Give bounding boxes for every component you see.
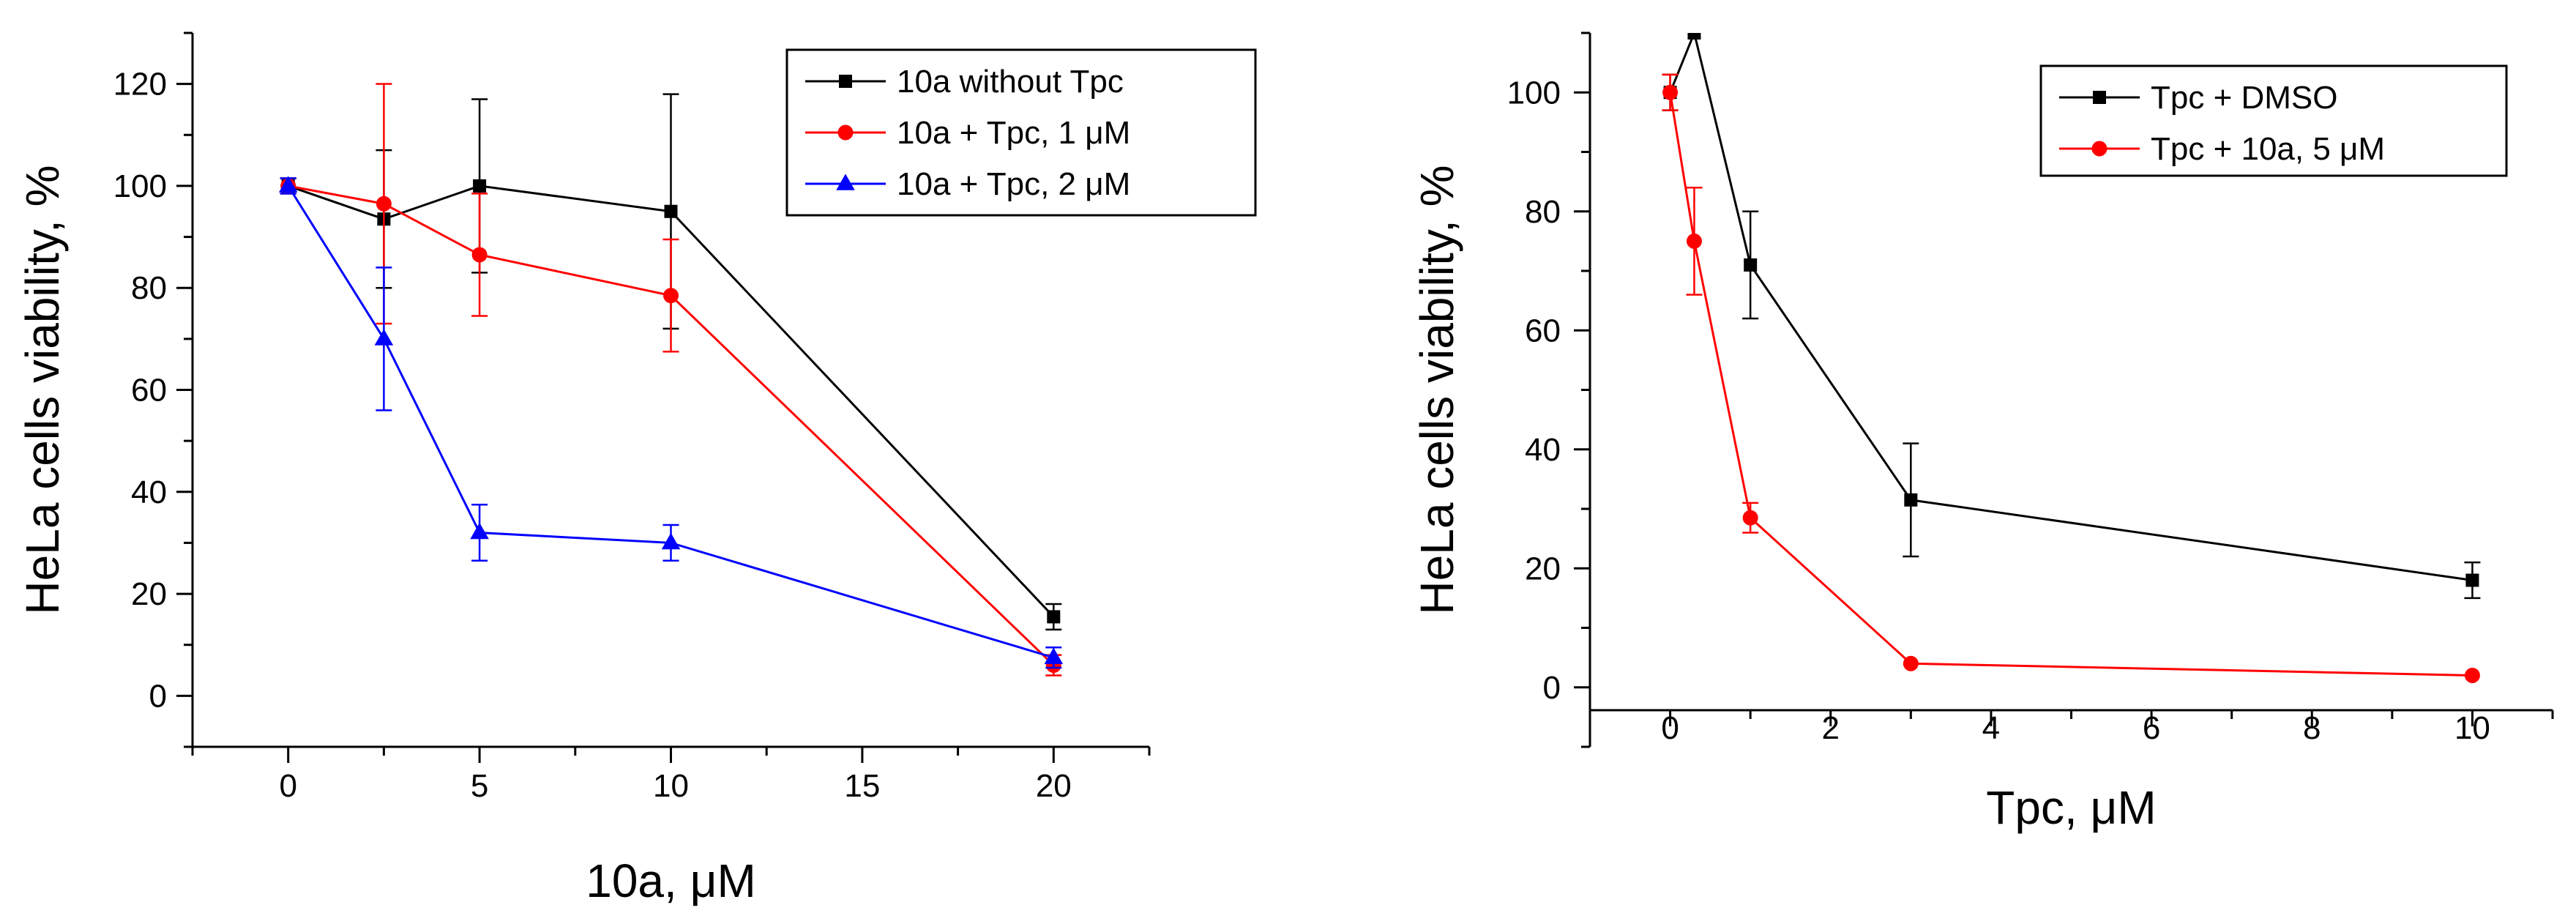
data-point <box>470 522 489 540</box>
data-point <box>2464 668 2480 683</box>
y-tick-label: 40 <box>1525 432 1561 468</box>
y-tick-label: 60 <box>1525 313 1561 349</box>
legend-marker <box>837 124 854 141</box>
legend-marker <box>2093 91 2106 104</box>
legend-label: Tpc + DMSO <box>2151 80 2338 116</box>
plot-area <box>278 83 1064 677</box>
legend-marker <box>2091 141 2108 157</box>
data-point <box>1687 33 1701 40</box>
x-axis-label: Tpc, μM <box>1986 781 2156 834</box>
x-tick-label: 10 <box>653 768 689 804</box>
chart-left: 0 20 40 60 80 100 120 0 5 10 15 20 10a, μM HeLa cells… <box>16 31 1257 907</box>
y-tick-label: 0 <box>149 678 167 714</box>
series-3 <box>278 176 1064 669</box>
data-point <box>278 176 298 193</box>
y-tick-label: 80 <box>1525 194 1561 230</box>
data-point <box>1044 647 1064 664</box>
y-tick-label: 120 <box>113 67 167 103</box>
legend-marker <box>839 75 852 88</box>
data-point <box>2465 573 2479 587</box>
y-tick-label: 100 <box>1507 75 1561 111</box>
x-tick-label: 8 <box>2303 710 2321 746</box>
y-tick-label: 40 <box>131 474 167 510</box>
chart-right: 0 20 40 60 80 100 0 2 4 6 8 10 Tpc, μM HeLa cells via… <box>1411 31 2554 834</box>
x-tick-label: 6 <box>2143 710 2160 746</box>
plot-area <box>1662 33 2481 683</box>
legend-label: Tpc + 10a, 5 μM <box>2151 131 2385 167</box>
x-tick-label: 0 <box>279 768 296 804</box>
y-tick-label: 20 <box>1525 551 1561 586</box>
y-tick-label: 100 <box>113 168 167 204</box>
x-tick-label: 10 <box>2454 710 2490 746</box>
legend: 10a without Tpc 10a + Tpc, 1 μM 10a + Tpc,… <box>785 48 1257 217</box>
data-point <box>374 329 394 346</box>
x-axis-label: 10a, μM <box>586 854 756 907</box>
y-tick-label: 80 <box>131 270 167 306</box>
x-tick-label: 4 <box>1982 710 2000 746</box>
data-point <box>664 204 678 218</box>
series-2 <box>1662 73 2480 683</box>
legend-label: 10a + Tpc, 1 μM <box>897 115 1130 151</box>
y-axis-label: HeLa cells viability, % <box>1411 165 1463 614</box>
legend-marker <box>836 174 855 190</box>
data-point <box>473 179 487 193</box>
x-tick-label: 0 <box>1661 710 1679 746</box>
y-tick-label: 60 <box>131 373 167 409</box>
y-tick-label: 0 <box>1543 670 1561 706</box>
data-point <box>1904 493 1918 507</box>
data-point <box>663 288 679 304</box>
data-point <box>1903 655 1919 671</box>
legend-label: 10a + Tpc, 2 μM <box>897 166 1130 202</box>
y-tick-label: 20 <box>131 576 167 612</box>
data-point <box>471 247 488 263</box>
data-point <box>376 195 392 212</box>
x-tick-label: 20 <box>1036 768 1072 804</box>
series-line <box>1669 92 2473 677</box>
data-point <box>1662 84 1679 100</box>
y-axis-label: HeLa cells viability, % <box>16 165 69 614</box>
x-tick-label: 5 <box>471 768 488 804</box>
x-tick-label: 15 <box>844 768 880 804</box>
x-tick-label: 2 <box>1822 710 1840 746</box>
series-2 <box>280 83 1062 677</box>
legend-box <box>2039 64 2508 177</box>
data-point <box>1744 258 1758 272</box>
data-point <box>1686 233 1702 249</box>
data-point <box>1047 610 1061 624</box>
data-point <box>1742 510 1758 526</box>
data-point <box>661 532 681 550</box>
legend-label: 10a without Tpc <box>897 64 1124 100</box>
legend: Tpc + DMSO Tpc + 10a, 5 μM <box>2039 64 2508 177</box>
